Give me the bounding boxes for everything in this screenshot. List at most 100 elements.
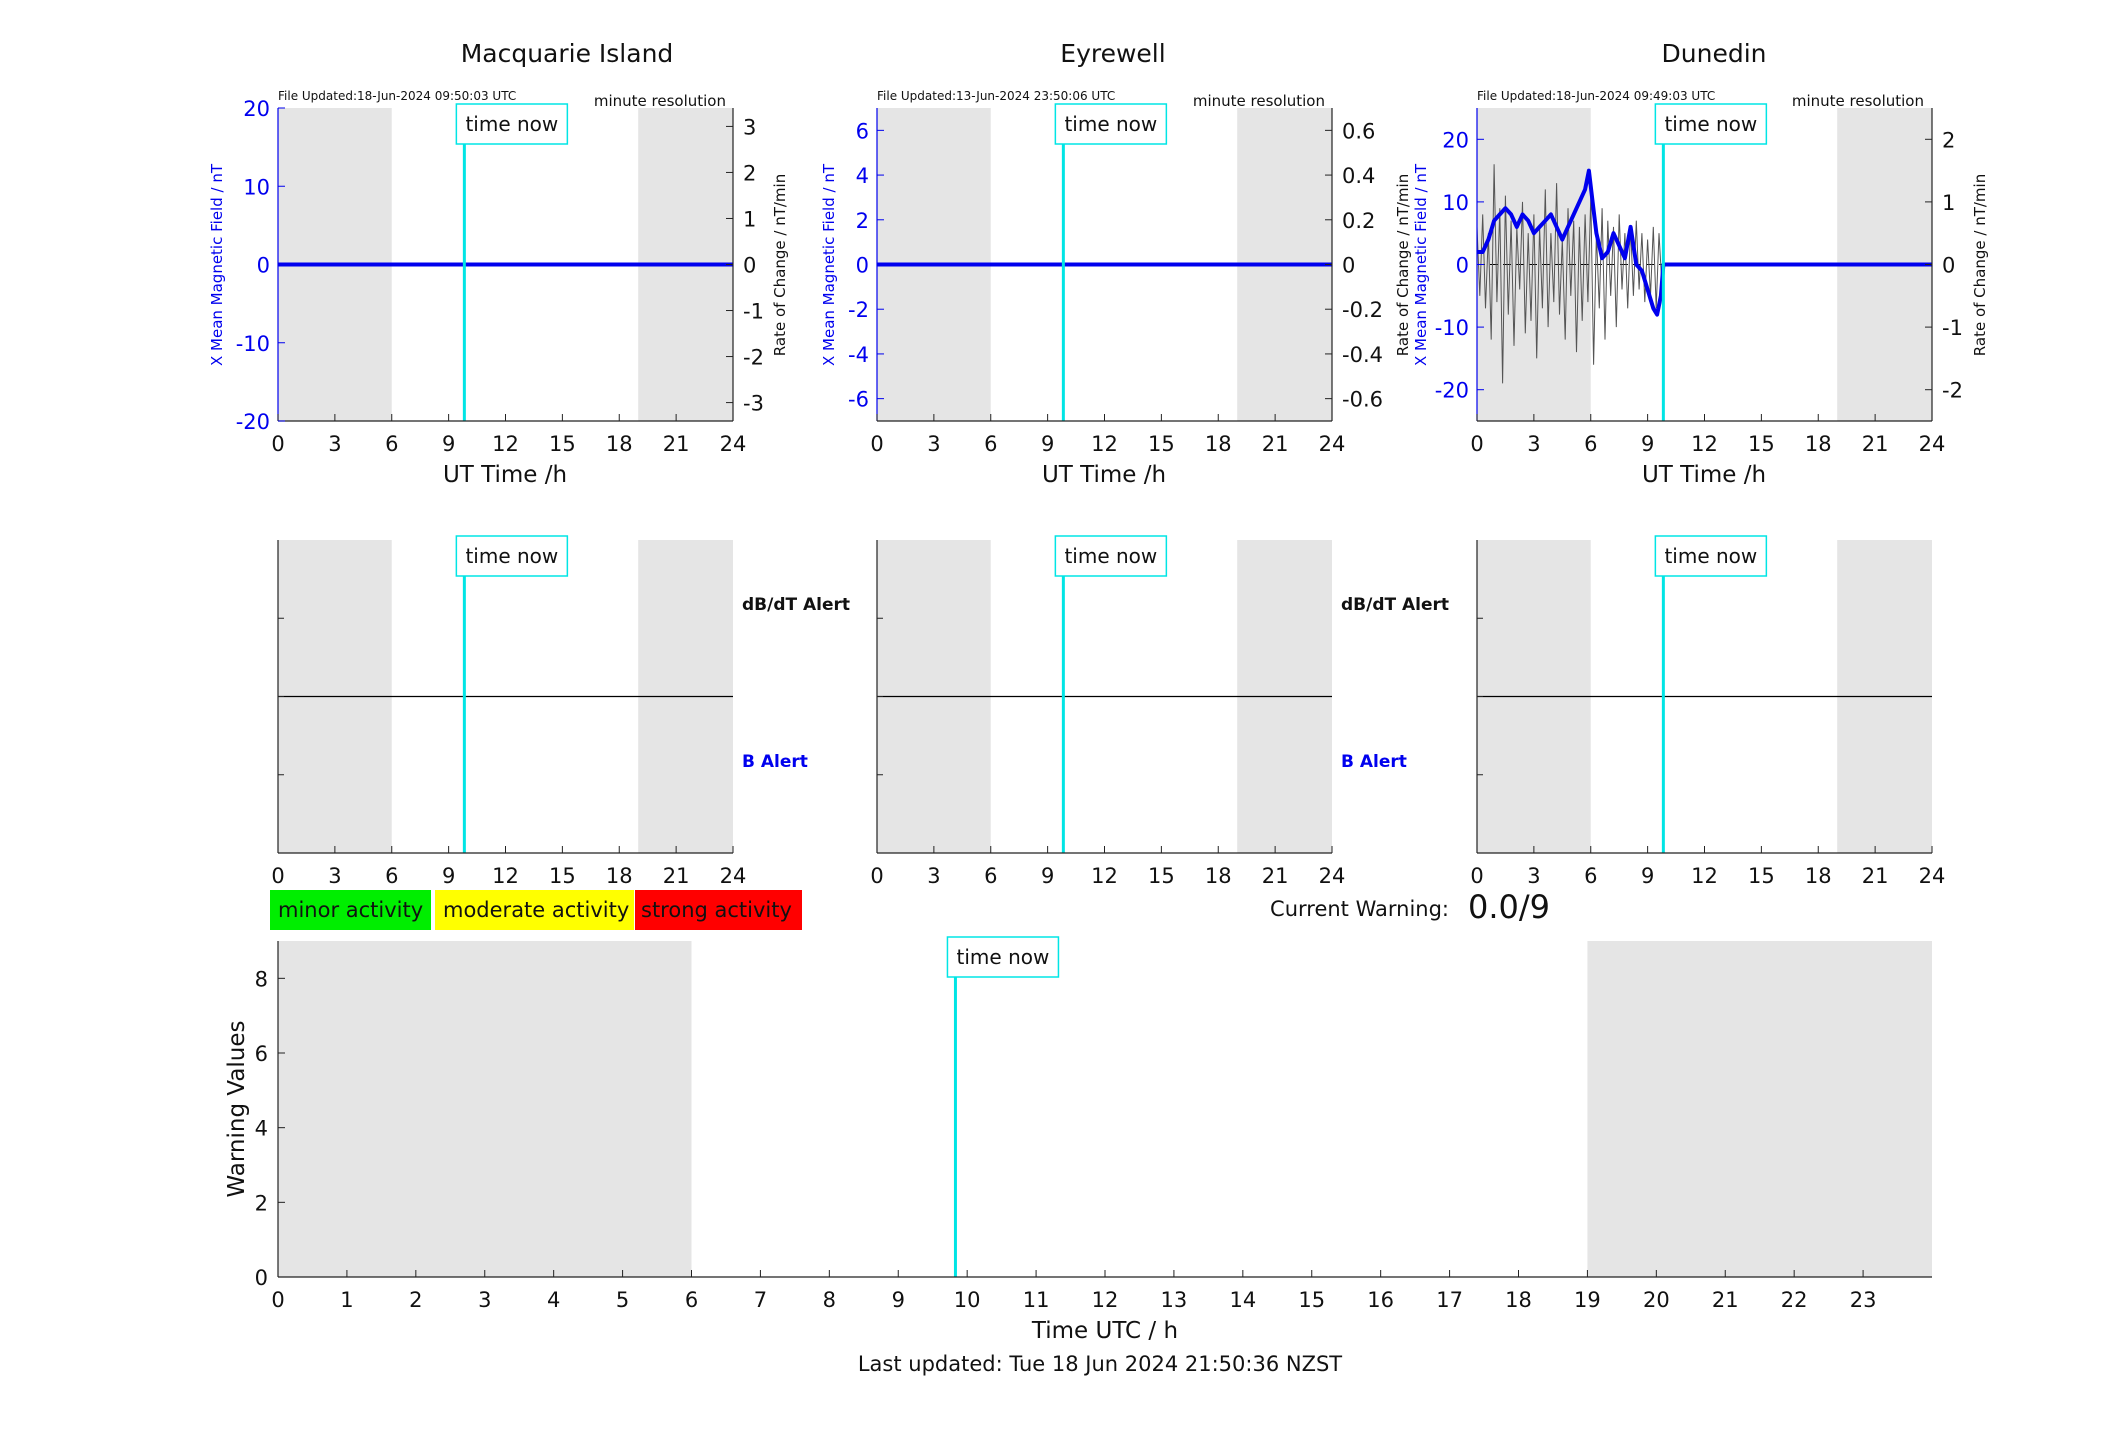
xlabel-eyrewell: UT Time /h	[1042, 462, 1166, 488]
y-tick-label-4: 8	[255, 967, 268, 991]
x-tick-label-2: 6	[984, 432, 997, 456]
time-now-label: time now	[1664, 112, 1757, 136]
x-tick-label-8: 24	[720, 864, 747, 888]
y-left-tick-label-2: 0	[257, 254, 270, 278]
x-tick-label-4: 12	[492, 432, 519, 456]
time-now-label-box	[1054, 535, 1168, 577]
x-tick-label-6: 18	[1205, 864, 1232, 888]
warning-panel: 0 1 2 3 4 5 6 7 8 9 10 11 12 13 14 15 16 17 18 19 20 21 22 2302…	[255, 936, 1932, 1312]
y-right-tick-label-4: 1	[743, 207, 756, 231]
panel-macquarie: 0 3 6 9 12 15 18 21 24-20-1001020-3-2-10123time …	[236, 97, 764, 456]
y-right-tick-label-6: 0.6	[1342, 119, 1375, 143]
x-tick-label-3: 9	[1041, 864, 1054, 888]
x-tick-label-6: 18	[606, 864, 633, 888]
y-left-tick-label-0: -20	[1435, 379, 1469, 403]
x-tick-label-1: 3	[927, 432, 940, 456]
x-tick-label-2: 6	[984, 864, 997, 888]
y-left-tick-label-3: 10	[1442, 191, 1469, 215]
last-updated: Last updated: Tue 18 Jun 2024 21:50:36 N…	[858, 1352, 1342, 1376]
x-tick-label-1: 3	[927, 864, 940, 888]
x-tick-label-14: 14	[1229, 1288, 1256, 1312]
x-tick-label-6: 18	[606, 432, 633, 456]
legend-strong-label: strong activity	[641, 898, 792, 922]
x-tick-label-13: 13	[1161, 1288, 1188, 1312]
x-tick-label-18: 18	[1505, 1288, 1532, 1312]
x-tick-label-7: 21	[663, 432, 690, 456]
x-tick-label-1: 3	[1527, 432, 1540, 456]
current-warning-value: 0.0/9	[1468, 888, 1550, 926]
x-tick-label-2: 6	[1584, 432, 1597, 456]
y-left-tick-label-3: 10	[243, 175, 270, 199]
y-tick-label-3: 6	[255, 1042, 268, 1066]
time-now-label: time now	[465, 112, 558, 136]
y-right-tick-label-0: -0.6	[1342, 388, 1383, 412]
magnetic-field-series	[1477, 168, 1932, 317]
dbdt-alert-label-eyrewell: dB/dT Alert	[1341, 595, 1449, 615]
resolution-dunedin: minute resolution	[1792, 92, 1924, 110]
x-tick-label-20: 20	[1643, 1288, 1670, 1312]
y-left-tick-label-4: 20	[243, 97, 270, 121]
y-right-tick-label-4: 0.2	[1342, 209, 1375, 233]
x-tick-label-12: 12	[1092, 1288, 1119, 1312]
night-shading-1	[1587, 941, 1932, 1277]
x-tick-label-23: 23	[1850, 1288, 1877, 1312]
alert-panel-macquarie: 0 3 6 9 12 15 18 21 24 time now	[271, 535, 747, 888]
x-tick-label-4: 4	[547, 1288, 560, 1312]
x-tick-label-8: 8	[823, 1288, 836, 1312]
legend-minor-label: minor activity	[278, 898, 423, 922]
resolution-macquarie: minute resolution	[594, 92, 726, 110]
y-left-tick-label-4: 20	[1442, 128, 1469, 152]
x-tick-label-7: 21	[1862, 432, 1889, 456]
file-updated-eyrewell: File Updated:13-Jun-2024 23:50:06 UTC	[877, 89, 1115, 103]
y-right-tick-label-2: 0	[1942, 254, 1955, 278]
y-right-tick-label-1: -0.4	[1342, 343, 1383, 367]
x-tick-label-4: 12	[1091, 432, 1118, 456]
x-tick-label-8: 24	[1919, 432, 1946, 456]
x-tick-label-0: 0	[1470, 864, 1483, 888]
x-tick-label-3: 9	[1641, 864, 1654, 888]
activity-legend: minor activity moderate activity strong …	[270, 890, 802, 930]
y-right-tick-label-5: 2	[743, 161, 756, 185]
x-tick-label-19: 19	[1574, 1288, 1601, 1312]
y-right-tick-label-2: -1	[743, 300, 764, 324]
x-tick-label-2: 6	[385, 432, 398, 456]
y-right-tick-label-1: -2	[743, 346, 764, 370]
y-tick-label-0: 0	[255, 1266, 268, 1290]
y-left-tick-label-3: 0	[856, 254, 869, 278]
ylabel-left-extra-dunedin: Rate of Change / nT/min	[1394, 174, 1412, 356]
x-tick-label-5: 15	[1148, 864, 1175, 888]
x-tick-label-0: 0	[271, 432, 284, 456]
x-tick-label-5: 15	[549, 432, 576, 456]
y-left-tick-label-2: 0	[1456, 254, 1469, 278]
x-tick-label-5: 15	[1748, 432, 1775, 456]
x-tick-label-0: 0	[271, 1288, 284, 1312]
legend-moderate-label: moderate activity	[443, 898, 629, 922]
x-tick-label-10: 10	[954, 1288, 981, 1312]
y-left-tick-label-4: 2	[856, 209, 869, 233]
rate-of-change-series	[1476, 164, 1932, 384]
x-tick-label-8: 24	[1319, 432, 1346, 456]
x-tick-label-6: 6	[685, 1288, 698, 1312]
time-now-label: time now	[957, 945, 1050, 969]
x-tick-label-22: 22	[1781, 1288, 1808, 1312]
time-now-label: time now	[465, 544, 558, 568]
x-tick-label-2: 6	[385, 864, 398, 888]
x-tick-label-1: 3	[328, 864, 341, 888]
x-tick-label-17: 17	[1436, 1288, 1463, 1312]
y-right-tick-label-0: -2	[1942, 379, 1963, 403]
x-tick-label-1: 1	[340, 1288, 353, 1312]
y-left-tick-label-5: 4	[856, 164, 869, 188]
file-updated-dunedin: File Updated:18-Jun-2024 09:49:03 UTC	[1477, 89, 1715, 103]
y-right-tick-label-6: 3	[743, 115, 756, 139]
resolution-eyrewell: minute resolution	[1193, 92, 1325, 110]
x-tick-label-3: 3	[478, 1288, 491, 1312]
chart-title-dunedin: Dunedin	[1662, 39, 1767, 68]
y-right-tick-label-1: -1	[1942, 316, 1963, 340]
y-left-tick-label-6: 6	[856, 119, 869, 143]
b-alert-label-eyrewell: B Alert	[1341, 752, 1407, 772]
b-alert-label-macquarie: B Alert	[742, 752, 808, 772]
x-tick-label-3: 9	[1041, 432, 1054, 456]
time-now-label: time now	[1664, 544, 1757, 568]
y-left-tick-label-0: -6	[848, 388, 869, 412]
